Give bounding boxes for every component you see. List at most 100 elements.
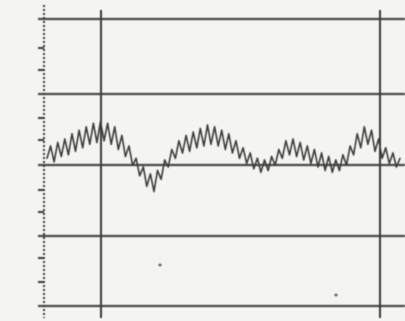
data-point-81 xyxy=(331,171,333,173)
data-point-53 xyxy=(231,152,234,154)
data-point-29 xyxy=(146,185,148,187)
data-point-77 xyxy=(317,166,319,168)
data-point-93 xyxy=(374,150,376,152)
data-point-40 xyxy=(185,134,187,137)
data-point-80 xyxy=(328,155,330,158)
data-point-85 xyxy=(345,164,348,166)
data-point-68 xyxy=(285,140,287,142)
data-point-58 xyxy=(249,152,251,154)
data-point-45 xyxy=(203,145,205,147)
decor-layer xyxy=(158,263,338,297)
trace-layer xyxy=(46,120,401,193)
data-point-75 xyxy=(310,162,312,165)
data-point-5 xyxy=(60,155,62,158)
data-point-88 xyxy=(356,133,358,135)
data-point-1 xyxy=(46,157,48,159)
data-point-82 xyxy=(335,159,337,161)
data-point-7 xyxy=(67,154,70,156)
data-point-54 xyxy=(235,140,237,142)
data-point-57 xyxy=(246,162,248,165)
data-point-32 xyxy=(156,169,159,172)
data-point-47 xyxy=(210,143,212,145)
data-point-9 xyxy=(74,150,77,152)
data-point-30 xyxy=(149,173,152,175)
data-point-28 xyxy=(142,166,144,168)
data-point-33 xyxy=(160,178,162,180)
data-point-56 xyxy=(242,147,244,149)
data-point-67 xyxy=(281,157,283,159)
data-point-4 xyxy=(57,141,59,144)
data-point-49 xyxy=(217,145,219,147)
data-point-18 xyxy=(106,122,109,125)
data-point-87 xyxy=(352,154,355,156)
data-point-78 xyxy=(320,152,323,154)
series-trace xyxy=(46,120,401,193)
data-point-12 xyxy=(85,126,87,128)
data-point-100 xyxy=(399,157,401,159)
data-point-63 xyxy=(267,169,269,172)
data-point-59 xyxy=(253,168,255,170)
data-point-15 xyxy=(96,141,98,144)
data-point-23 xyxy=(124,155,127,158)
data-point-31 xyxy=(153,190,155,193)
data-point-64 xyxy=(270,155,273,158)
data-point-44 xyxy=(199,127,201,130)
data-point-27 xyxy=(139,175,141,177)
data-point-73 xyxy=(303,159,305,161)
data-point-98 xyxy=(392,152,394,154)
data-point-41 xyxy=(188,150,191,152)
data-point-39 xyxy=(181,152,184,154)
data-point-55 xyxy=(238,157,241,159)
data-point-35 xyxy=(167,166,169,168)
data-point-94 xyxy=(377,138,380,140)
speck-2 xyxy=(334,293,338,297)
data-point-71 xyxy=(295,155,298,158)
data-point-42 xyxy=(192,131,194,133)
data-point-51 xyxy=(224,148,226,151)
data-point-2 xyxy=(49,145,52,147)
data-point-92 xyxy=(370,129,373,131)
data-point-43 xyxy=(196,147,198,149)
data-point-36 xyxy=(171,148,173,151)
data-point-52 xyxy=(228,133,230,135)
data-point-26 xyxy=(135,157,137,159)
data-point-16 xyxy=(99,120,102,123)
data-point-79 xyxy=(324,169,326,172)
data-point-20 xyxy=(114,126,116,128)
data-point-8 xyxy=(71,133,73,135)
data-point-38 xyxy=(178,140,180,142)
data-point-66 xyxy=(278,148,280,151)
data-point-6 xyxy=(64,138,66,140)
data-point-22 xyxy=(121,134,123,137)
data-point-70 xyxy=(292,138,294,140)
data-point-83 xyxy=(338,169,341,172)
data-point-37 xyxy=(174,157,177,159)
data-point-65 xyxy=(274,164,276,166)
data-point-46 xyxy=(206,124,209,126)
data-point-91 xyxy=(367,143,369,145)
data-point-62 xyxy=(263,159,266,161)
data-point-96 xyxy=(385,147,387,149)
data-point-21 xyxy=(117,148,120,151)
data-point-69 xyxy=(288,154,291,156)
data-point-19 xyxy=(110,143,112,145)
data-point-13 xyxy=(89,143,91,145)
data-point-90 xyxy=(363,126,365,128)
data-point-61 xyxy=(260,171,262,173)
data-point-89 xyxy=(360,147,362,149)
data-point-72 xyxy=(299,141,301,144)
data-point-24 xyxy=(128,145,130,147)
grid-layer xyxy=(38,5,405,318)
data-point-10 xyxy=(78,129,80,131)
data-point-97 xyxy=(388,162,390,165)
data-point-50 xyxy=(221,129,223,131)
data-point-99 xyxy=(395,166,398,168)
data-point-76 xyxy=(313,148,316,151)
data-point-60 xyxy=(256,157,259,159)
speck-1 xyxy=(158,263,162,267)
data-point-84 xyxy=(342,154,344,156)
data-point-11 xyxy=(82,147,84,149)
data-point-34 xyxy=(164,159,166,161)
